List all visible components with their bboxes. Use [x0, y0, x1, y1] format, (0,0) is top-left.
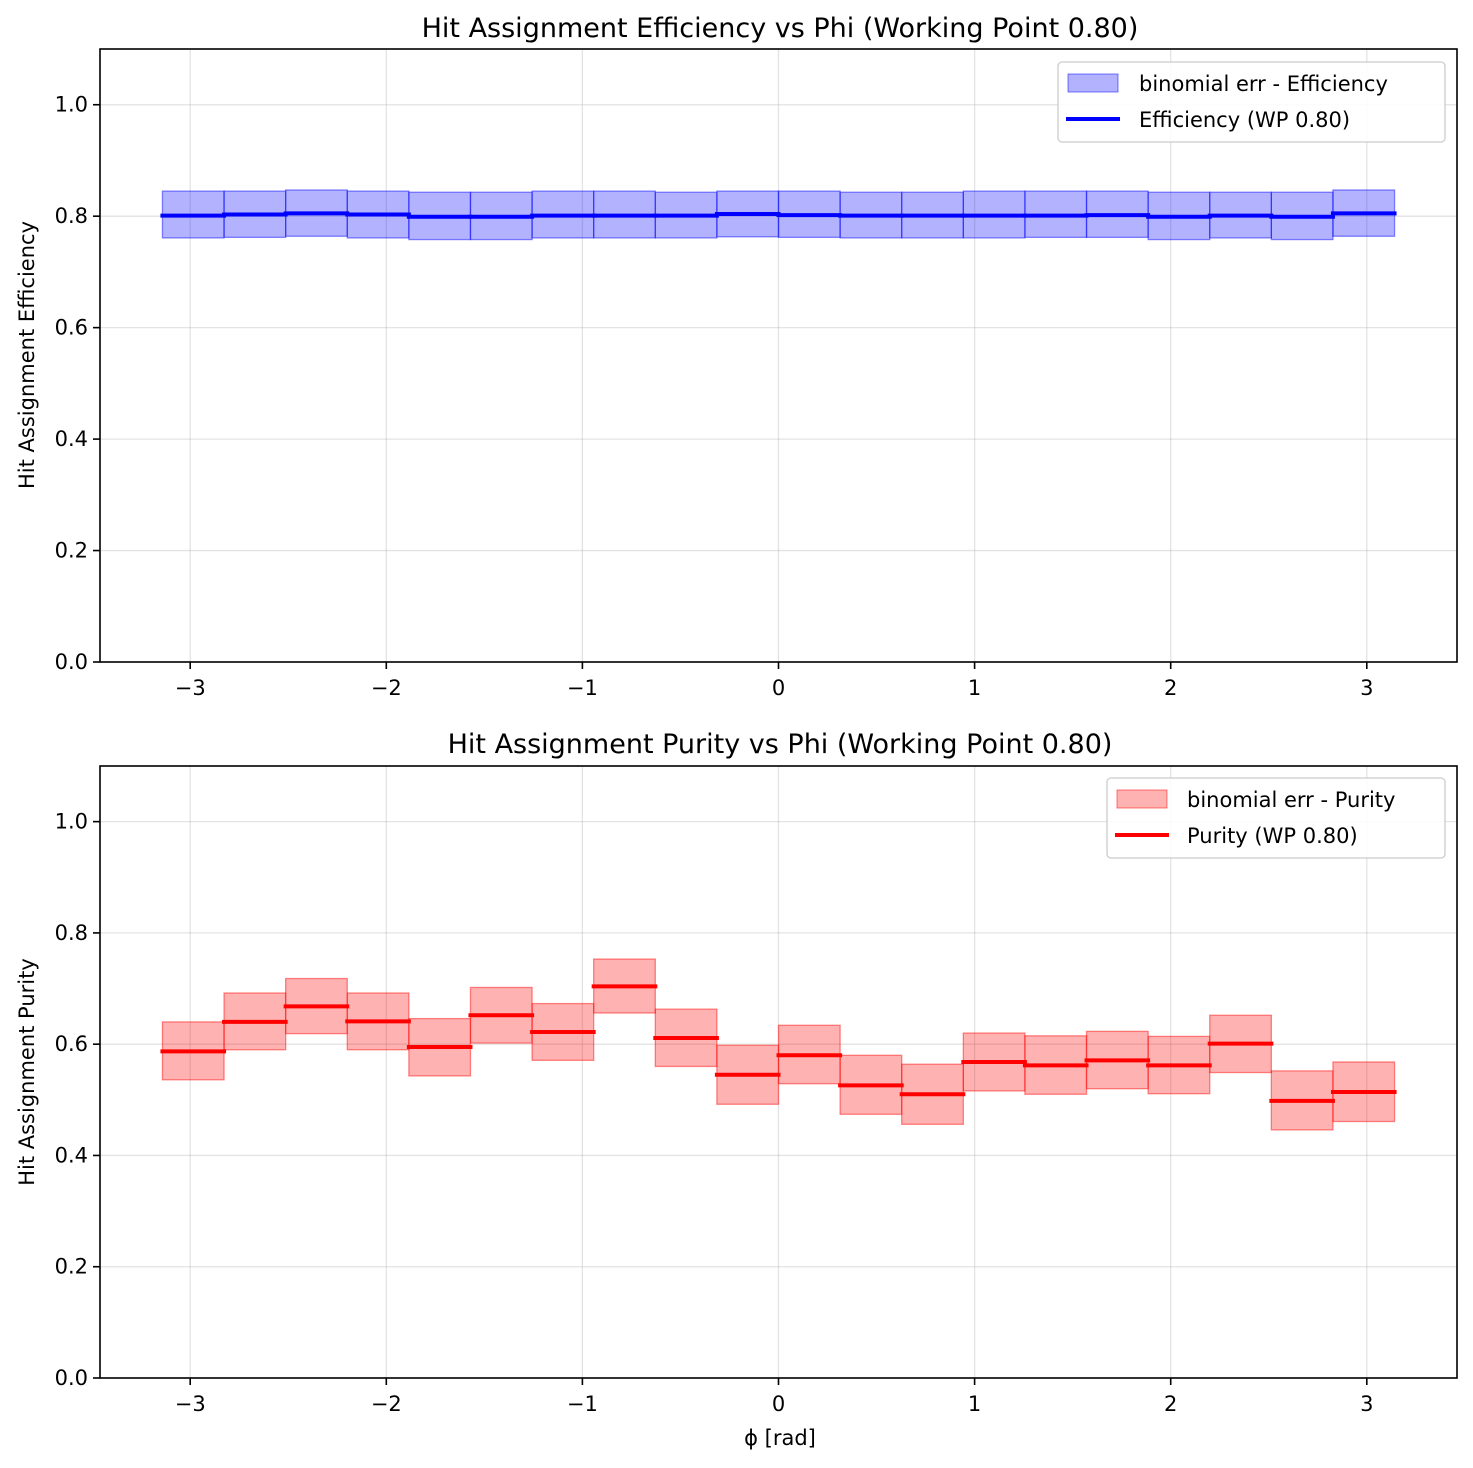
efficiency-y-axis-label: Hit Assignment Efficiency: [15, 221, 39, 489]
x-tick-label: −3: [175, 1392, 206, 1416]
y-tick-label: 0.2: [55, 1255, 88, 1279]
efficiency-x-ticks: −3 −2 −1 0 1 2 3: [175, 662, 1373, 700]
efficiency-legend: binomial err - Efficiency Efficiency (WP…: [1057, 61, 1446, 143]
x-tick-label: −2: [371, 1392, 402, 1416]
purity-y-ticks: 0.0 0.2 0.4 0.6 0.8 1.0: [55, 810, 100, 1390]
legend-band-label: binomial err - Purity: [1187, 788, 1395, 812]
purity-x-axis-label: ϕ [rad]: [744, 1426, 816, 1450]
y-tick-label: 0.6: [55, 1032, 88, 1056]
purity-legend: binomial err - Purity Purity (WP 0.80): [1106, 777, 1446, 859]
efficiency-chart-title: Hit Assignment Efficiency vs Phi (Workin…: [422, 13, 1139, 44]
efficiency-y-ticks: 0.0 0.2 0.4 0.6 0.8 1.0: [55, 93, 100, 674]
purity-y-axis-label: Hit Assignment Purity: [15, 958, 39, 1186]
purity-gridlines: [100, 766, 1457, 1379]
x-tick-label: 0: [772, 676, 785, 700]
legend-band-label: binomial err - Efficiency: [1139, 72, 1388, 96]
legend-band-swatch: [1067, 73, 1119, 93]
legend-line-label: Efficiency (WP 0.80): [1139, 108, 1350, 132]
x-tick-label: 3: [1360, 1392, 1373, 1416]
y-tick-label: 1.0: [55, 93, 88, 117]
y-tick-label: 0.6: [55, 316, 88, 340]
y-tick-label: 0.2: [55, 539, 88, 563]
legend-box: [1057, 61, 1446, 143]
purity-x-ticks: −3 −2 −1 0 1 2 3: [175, 1378, 1373, 1416]
y-tick-label: 0.4: [55, 427, 88, 451]
x-tick-label: 2: [1164, 1392, 1177, 1416]
purity-step-line: [160, 984, 1397, 1103]
y-tick-label: 0.8: [55, 921, 88, 945]
efficiency-step-line: [160, 211, 1397, 219]
x-tick-label: −2: [371, 676, 402, 700]
legend-band-swatch: [1116, 789, 1168, 809]
y-tick-label: 1.0: [55, 810, 88, 834]
x-tick-label: −1: [567, 676, 598, 700]
y-tick-label: 0.8: [55, 204, 88, 228]
purity-panel: Hit Assignment Purity vs Phi (Working Po…: [15, 729, 1458, 1450]
purity-chart-title: Hit Assignment Purity vs Phi (Working Po…: [448, 729, 1113, 760]
legend-line-label: Purity (WP 0.80): [1187, 824, 1358, 848]
efficiency-panel: Hit Assignment Efficiency vs Phi (Workin…: [15, 13, 1458, 700]
y-tick-label: 0.0: [55, 650, 88, 674]
x-tick-label: 0: [772, 1392, 785, 1416]
x-tick-label: 1: [968, 676, 981, 700]
legend-box: [1106, 777, 1446, 859]
y-tick-label: 0.4: [55, 1143, 88, 1167]
x-tick-label: −1: [567, 1392, 598, 1416]
y-tick-label: 0.0: [55, 1366, 88, 1390]
x-tick-label: 2: [1164, 676, 1177, 700]
x-tick-label: −3: [175, 676, 206, 700]
x-tick-label: 1: [968, 1392, 981, 1416]
x-tick-label: 3: [1360, 676, 1373, 700]
